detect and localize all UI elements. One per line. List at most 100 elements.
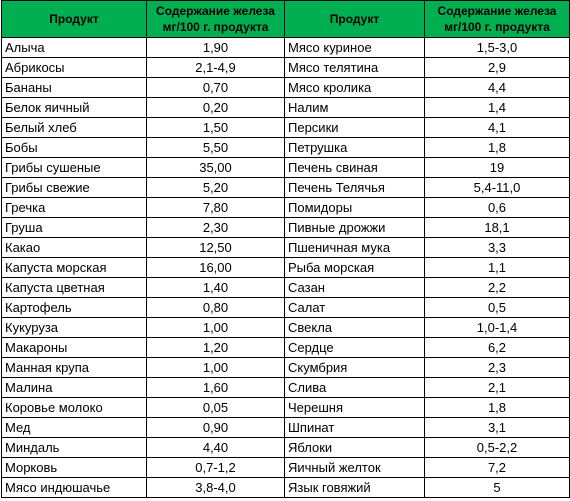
iron-value-right: 1,8 [424,397,570,418]
iron-value-right: 1,8 [424,137,570,158]
product-name-left: Миндаль [1,437,147,458]
product-name-left: Абрикосы [1,57,147,78]
iron-value-left: 1,50 [146,117,285,138]
iron-value-right: 7,2 [424,457,570,478]
product-name-right: Мясо телятина [284,57,425,78]
product-name-left: Груша [1,217,147,238]
header-row: Продукт Содержание железа мг/100 г. прод… [1,0,570,38]
iron-value-right: 5 [424,477,570,498]
table-row: Кукуруза 1,00 Свекла 1,0-1,4 [1,317,570,338]
iron-value-right: 0,5-2,2 [424,437,570,458]
iron-value-left: 3,8-4,0 [146,477,285,498]
iron-value-right: 1,0-1,4 [424,317,570,338]
iron-value-right: 2,1 [424,377,570,398]
product-name-right: Печень свиная [284,157,425,178]
iron-value-left: 0,7-1,2 [146,457,285,478]
iron-value-left: 1,90 [146,37,285,58]
product-name-right: Салат [284,297,425,318]
product-name-right: Язык говяжий [284,477,425,498]
iron-value-left: 1,20 [146,337,285,358]
product-name-left: Коровье молоко [1,397,147,418]
iron-value-right: 18,1 [424,217,570,238]
product-name-right: Яблоки [284,437,425,458]
table-row: Белый хлеб 1,50 Персики 4,1 [1,117,570,138]
table-row: Мясо индюшачье 3,8-4,0 Язык говяжий 5 [1,477,570,498]
table-row: Коровье молоко 0,05 Черешня 1,8 [1,397,570,418]
iron-value-right: 0,5 [424,297,570,318]
table-row: Манная крупа 1,00 Скумбрия 2,3 [1,357,570,378]
iron-value-right: 2,3 [424,357,570,378]
iron-value-right: 5,4-11,0 [424,177,570,198]
product-name-right: Пшеничная мука [284,237,425,258]
product-name-right: Пивные дрожжи [284,217,425,238]
table-row: Грибы сушеные 35,00 Печень свиная 19 [1,157,570,178]
table-row: Малина 1,60 Слива 2,1 [1,377,570,398]
iron-value-left: 2,1-4,9 [146,57,285,78]
product-name-right: Черешня [284,397,425,418]
iron-value-left: 5,50 [146,137,285,158]
table-row: Макароны 1,20 Сердце 6,2 [1,337,570,358]
iron-value-right: 6,2 [424,337,570,358]
product-name-left: Макароны [1,337,147,358]
iron-value-left: 12,50 [146,237,285,258]
iron-value-right: 2,2 [424,277,570,298]
iron-value-left: 16,00 [146,257,285,278]
product-name-left: Мясо индюшачье [1,477,147,498]
iron-value-left: 1,40 [146,277,285,298]
product-name-left: Белок яичный [1,97,147,118]
product-name-left: Грибы свежие [1,177,147,198]
iron-value-left: 2,30 [146,217,285,238]
table-row: Абрикосы 2,1-4,9 Мясо телятина 2,9 [1,57,570,78]
iron-value-left: 5,20 [146,177,285,198]
product-name-right: Помидоры [284,197,425,218]
header-product-right: Продукт [284,0,425,38]
iron-value-left: 0,90 [146,417,285,438]
product-name-left: Белый хлеб [1,117,147,138]
iron-value-right: 0,6 [424,197,570,218]
product-name-left: Капуста цветная [1,277,147,298]
table-row: Мед 0,90 Шпинат 3,1 [1,417,570,438]
iron-value-right: 19 [424,157,570,178]
iron-value-right: 3,1 [424,417,570,438]
header-product-left: Продукт [1,0,147,38]
header-iron-right-line-1: Содержание железа [437,4,557,18]
product-name-right: Мясо кролика [284,77,425,98]
product-name-left: Мед [1,417,147,438]
iron-value-left: 35,00 [146,157,285,178]
header-iron-left-line-2: мг/100 г. продукта [162,20,269,34]
product-name-left: Манная крупа [1,357,147,378]
iron-value-right: 1,5-3,0 [424,37,570,58]
iron-value-right: 1,1 [424,257,570,278]
table-row: Капуста морская 16,00 Рыба морская 1,1 [1,257,570,278]
iron-value-right: 2,9 [424,57,570,78]
iron-value-left: 4,40 [146,437,285,458]
iron-value-left: 0,05 [146,397,285,418]
header-iron-left-line-1: Содержание железа [156,4,275,18]
product-name-left: Бананы [1,77,147,98]
iron-value-left: 1,00 [146,317,285,338]
table-body: Алыча 1,90 Мясо куриное 1,5-3,0 Абрикосы 2,1-… [1,37,570,498]
iron-value-right: 4,1 [424,117,570,138]
table-row: Капуста цветная 1,40 Сазан 2,2 [1,277,570,298]
product-name-right: Сазан [284,277,425,298]
product-name-left: Морковь [1,457,147,478]
product-name-right: Печень Телячья [284,177,425,198]
iron-value-left: 1,60 [146,377,285,398]
product-name-right: Слива [284,377,425,398]
table-row: Миндаль 4,40 Яблоки 0,5-2,2 [1,437,570,458]
table-row: Грибы свежие 5,20 Печень Телячья 5,4-11,0 [1,177,570,198]
product-name-left: Капуста морская [1,257,147,278]
iron-value-right: 4,4 [424,77,570,98]
product-name-right: Петрушка [284,137,425,158]
table-row: Морковь 0,7-1,2 Яичный желток 7,2 [1,457,570,478]
table-row: Белок яичный 0,20 Налим 1,4 [1,97,570,118]
product-name-right: Рыба морская [284,257,425,278]
product-name-left: Грибы сушеные [1,157,147,178]
iron-value-left: 1,00 [146,357,285,378]
product-name-left: Малина [1,377,147,398]
table-row: Картофель 0,80 Салат 0,5 [1,297,570,318]
product-name-left: Какао [1,237,147,258]
product-name-left: Алыча [1,37,147,58]
product-name-right: Свекла [284,317,425,338]
